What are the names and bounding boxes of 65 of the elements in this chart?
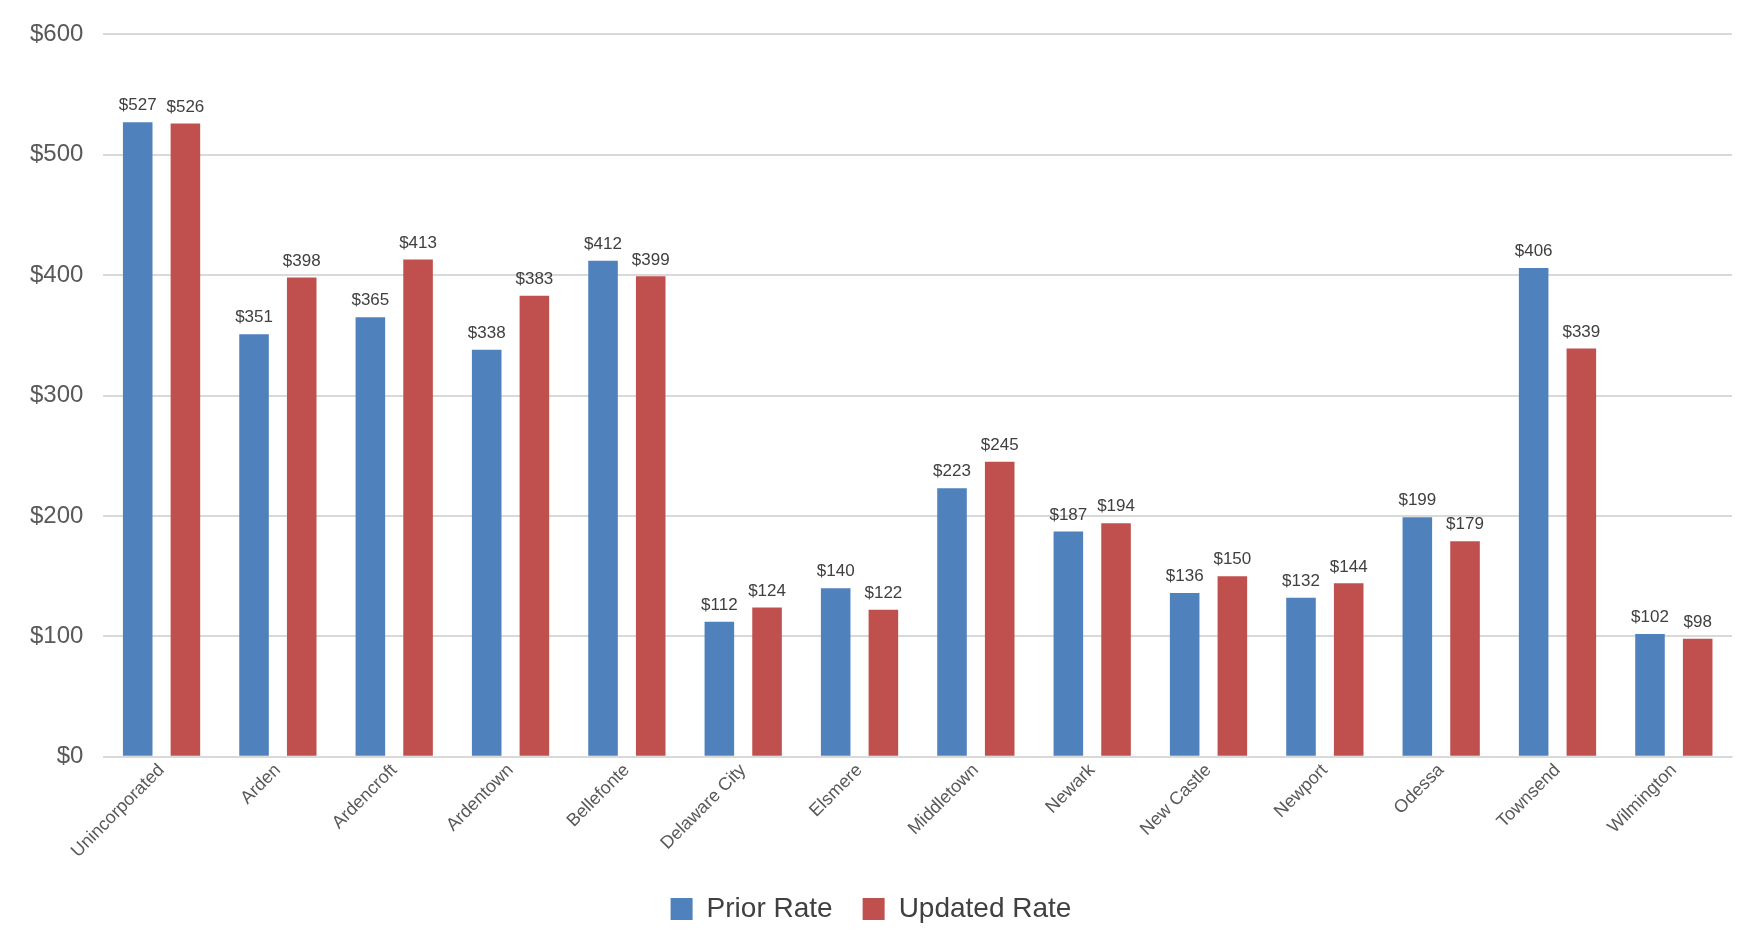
data-label: $339 [1562, 321, 1601, 341]
data-label: $351 [235, 307, 273, 327]
bar [752, 607, 782, 756]
legend-label: Prior Rate [706, 891, 833, 923]
data-label: $527 [118, 95, 157, 115]
data-label: $140 [816, 561, 855, 581]
data-label: $398 [282, 250, 321, 270]
y-tick-label: $600 [30, 19, 84, 47]
data-label: $223 [933, 461, 971, 481]
bar [286, 277, 317, 756]
data-label: $179 [1446, 514, 1484, 534]
data-label: $245 [980, 434, 1019, 454]
data-label: $102 [1631, 607, 1669, 627]
data-label: $338 [467, 322, 506, 342]
data-label: $413 [399, 232, 437, 252]
bar [868, 609, 899, 756]
bar [704, 621, 735, 756]
data-label: $112 [701, 595, 738, 615]
legend-label: Updated Rate [898, 891, 1072, 923]
bar [1518, 267, 1549, 756]
y-tick-label: $400 [30, 259, 84, 287]
bar [1101, 523, 1131, 756]
data-label: $406 [1514, 241, 1553, 261]
bar [1450, 541, 1480, 756]
bar [239, 334, 269, 756]
bar [588, 260, 618, 756]
bar [1682, 638, 1713, 756]
data-label: $124 [748, 580, 786, 600]
bar [170, 123, 201, 756]
bar [1217, 576, 1248, 756]
data-label: $365 [351, 290, 390, 310]
data-label: $399 [631, 249, 670, 269]
bar [1635, 633, 1665, 756]
bar [122, 122, 153, 756]
data-label: $122 [864, 583, 903, 603]
data-label: $132 [1282, 570, 1320, 590]
y-tick-label: $0 [56, 741, 84, 769]
data-label: $412 [584, 233, 622, 253]
y-tick-label: $300 [30, 380, 84, 408]
bar [1169, 592, 1200, 756]
bar [1286, 597, 1316, 756]
data-label: $194 [1097, 496, 1135, 516]
bar [820, 588, 851, 756]
data-label: $136 [1165, 566, 1204, 586]
bar [1402, 517, 1433, 756]
bar [984, 461, 1015, 756]
data-label: $383 [515, 268, 554, 288]
y-tick-label: $100 [30, 620, 84, 648]
data-label: $187 [1049, 504, 1088, 524]
y-tick-label: $500 [30, 139, 84, 167]
bar [471, 349, 502, 756]
bar [1566, 348, 1597, 756]
bar [937, 488, 967, 756]
bar [355, 317, 386, 756]
y-tick-label: $200 [30, 500, 84, 528]
data-label: $199 [1398, 490, 1437, 510]
data-label: $144 [1329, 556, 1368, 576]
data-label: $150 [1213, 549, 1252, 569]
bar [1053, 531, 1084, 756]
bar [519, 295, 550, 756]
bar [1333, 583, 1364, 756]
bar [635, 276, 666, 756]
data-label: $98 [1683, 611, 1712, 631]
bar [403, 259, 433, 756]
data-label: $526 [166, 96, 205, 116]
